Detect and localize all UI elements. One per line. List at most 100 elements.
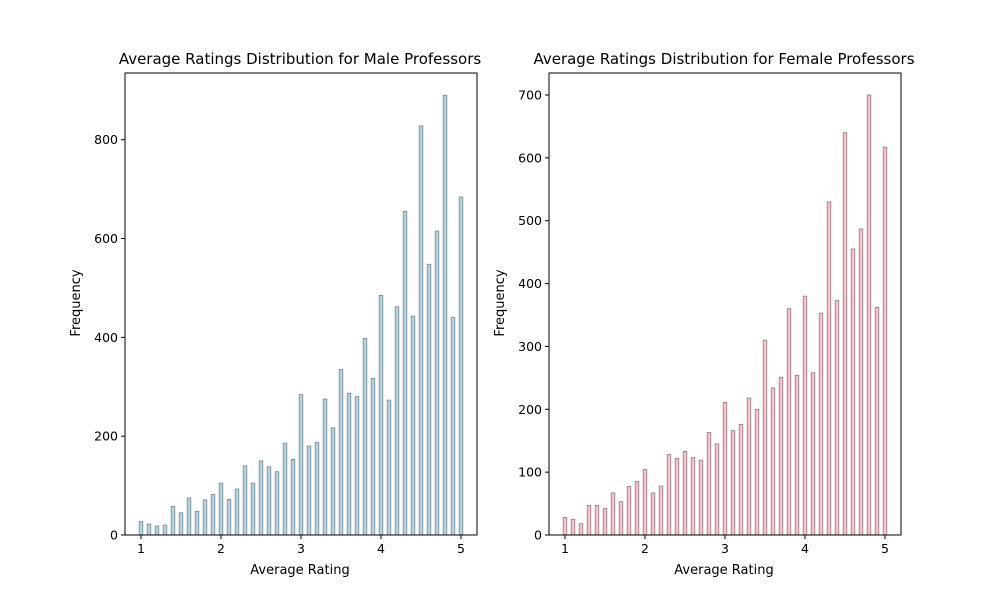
bar [706,432,712,536]
bar [138,521,144,536]
bar [394,306,400,536]
bar [834,300,840,536]
y-tick-label: 100 [518,465,542,480]
plot-frame [548,72,902,536]
bar [714,443,720,536]
bar [370,377,376,536]
bar [738,423,744,536]
y-axis-label: Frequency [69,269,84,336]
x-axis-ticks: 1 2 3 4 5 [137,535,465,556]
bar [154,525,160,536]
bar [818,312,824,536]
bar [634,481,640,536]
bar [866,94,872,536]
male-ratings-chart: Average Ratings Distribution for Male Pr… [69,50,481,578]
y-tick-label: 600 [94,231,118,246]
x-tick-label: 4 [377,541,385,556]
bar [842,132,848,536]
bar [330,427,336,536]
bar [410,315,416,536]
bars-group [138,94,464,536]
x-tick-label: 5 [881,541,889,556]
bar [202,499,208,536]
bar [210,494,216,536]
x-axis-label: Average Rating [250,563,349,578]
bar [722,401,728,536]
bar [218,482,224,536]
bar [850,248,856,536]
bar [282,442,288,536]
bar [882,146,888,536]
x-tick-label: 5 [457,541,465,556]
bar [274,471,280,536]
x-axis-label: Average Rating [674,563,773,578]
x-tick-label: 2 [217,541,225,556]
bar [458,196,464,536]
bar [786,308,792,536]
x-tick-label: 4 [801,541,809,556]
x-tick-label: 1 [561,541,569,556]
bar [874,307,880,536]
y-tick-label: 0 [534,528,542,543]
bar [754,408,760,536]
bar [242,465,248,536]
bar [778,376,784,536]
bar [434,230,440,536]
y-tick-label: 0 [110,528,118,543]
bar [314,442,320,536]
bar [178,512,184,536]
bar [810,372,816,536]
x-tick-label: 3 [721,541,729,556]
bars-group [562,94,888,536]
bar [642,469,648,536]
bar [362,337,368,536]
bar [730,430,736,536]
bar [698,459,704,536]
bar [626,486,632,536]
bar [162,524,168,536]
y-tick-label: 200 [94,429,118,444]
bar [346,392,352,536]
x-axis-ticks: 1 2 3 4 5 [561,535,889,556]
y-axis-ticks: 0 200 400 600 800 [94,132,125,543]
bar [194,510,200,536]
chart-title: Average Ratings Distribution for Female … [533,50,914,68]
bar [378,294,384,536]
bar [258,460,264,536]
bar [794,374,800,536]
bar [586,505,592,536]
bar [690,457,696,536]
bar [618,501,624,536]
y-tick-label: 200 [518,402,542,417]
bar [226,499,232,536]
bar [682,450,688,536]
bar [402,210,408,536]
bar [674,457,680,536]
bar [146,523,152,536]
y-tick-label: 300 [518,339,542,354]
plot-frame [124,72,478,536]
bar [418,125,424,536]
y-tick-label: 700 [518,88,542,103]
bar [234,488,240,536]
x-tick-label: 3 [297,541,305,556]
bar [802,295,808,536]
female-ratings-chart: Average Ratings Distribution for Female … [493,50,915,578]
bar [442,94,448,536]
bar [858,228,864,536]
bar [562,517,568,536]
bar [322,398,328,536]
bar [610,492,616,536]
bar [658,485,664,536]
bar [746,397,752,536]
bar [186,497,192,536]
y-tick-label: 400 [518,276,542,291]
bar [306,445,312,536]
bar [602,508,608,536]
bar [826,201,832,536]
bar [298,394,304,536]
y-axis-ticks: 0 100 200 300 400 500 600 700 [518,88,549,543]
bar [666,454,672,536]
y-tick-label: 800 [94,132,118,147]
y-tick-label: 600 [518,150,542,165]
